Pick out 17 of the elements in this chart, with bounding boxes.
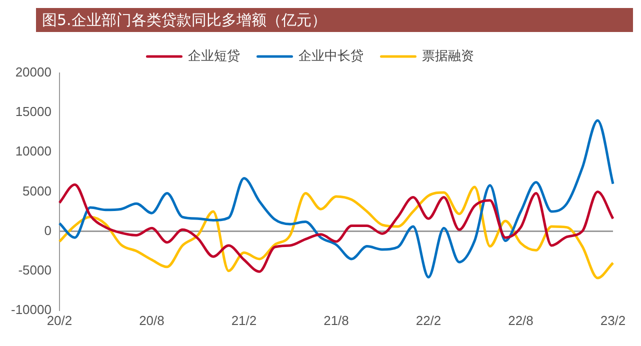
legend-label: 企业短贷: [188, 48, 240, 64]
line-series: [58, 119, 614, 278]
x-tick-label: 22/8: [508, 312, 534, 328]
x-tick-label: 23/2: [600, 312, 626, 328]
y-tick-label: 10000: [15, 144, 52, 159]
x-tick-label: 21/8: [324, 312, 349, 328]
x-tick-label: 20/8: [139, 312, 164, 328]
y-tick-label: 0: [44, 222, 52, 238]
legend-label: 票据融资: [422, 48, 474, 64]
y-tick-label: 5000: [22, 183, 52, 198]
y-tick-label: -5000: [18, 262, 52, 278]
y-tick-label: 15000: [15, 104, 52, 120]
x-tick-label: 22/2: [416, 312, 442, 328]
chart-title: 图5.企业部门各类贷款同比多增额（亿元）: [36, 8, 633, 32]
y-tick-label: 20000: [15, 64, 52, 80]
legend-label: 企业中长贷: [298, 48, 364, 64]
x-tick-label: 21/2: [231, 312, 257, 328]
